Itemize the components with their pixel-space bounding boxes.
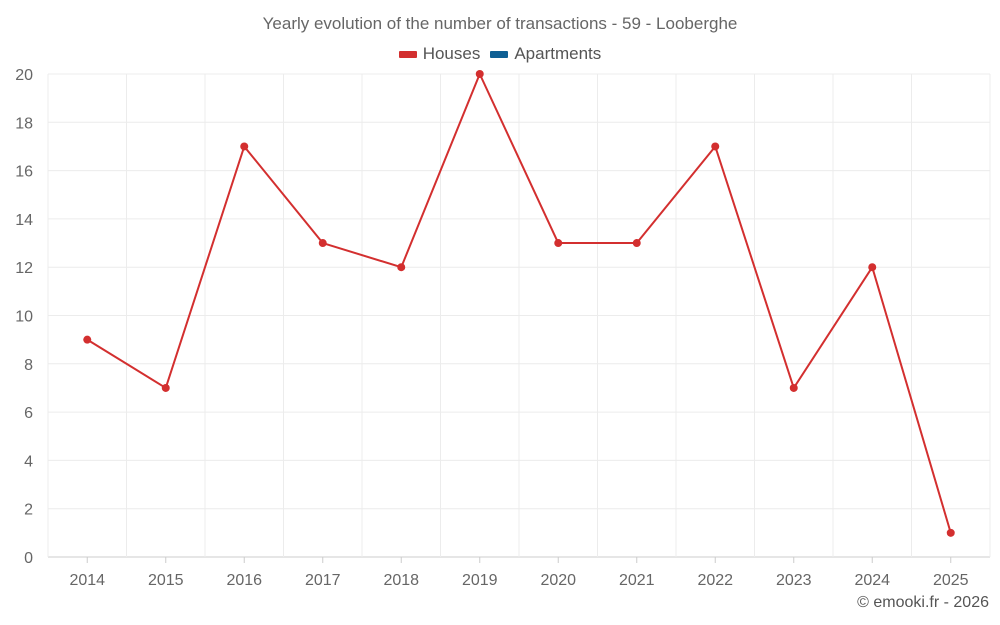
x-tick-label-2014: 2014 bbox=[69, 572, 105, 589]
x-tick-label-2017: 2017 bbox=[305, 572, 341, 589]
x-tick-label-2022: 2022 bbox=[697, 572, 733, 589]
x-tick-label-2021: 2021 bbox=[619, 572, 655, 589]
y-tick-label-6: 6 bbox=[24, 405, 33, 422]
legend-label-apartments: Apartments bbox=[514, 44, 602, 63]
data-point-houses-2018 bbox=[397, 263, 406, 272]
y-tick-label-0: 0 bbox=[24, 550, 33, 567]
series-layer bbox=[83, 70, 955, 537]
credit-text: © emooki.fr - 2026 bbox=[857, 594, 989, 611]
y-tick-label-2: 2 bbox=[24, 502, 33, 519]
data-point-houses-2024 bbox=[868, 263, 877, 272]
legend: Houses Apartments bbox=[0, 44, 1000, 64]
y-tick-label-8: 8 bbox=[24, 357, 33, 374]
data-point-houses-2015 bbox=[161, 383, 170, 392]
legend-label-houses: Houses bbox=[422, 44, 481, 63]
data-point-houses-2019 bbox=[475, 70, 484, 78]
y-tick-label-18: 18 bbox=[15, 115, 33, 132]
y-tick-label-20: 20 bbox=[15, 67, 33, 84]
data-point-houses-2020 bbox=[554, 239, 563, 248]
data-point-houses-2016 bbox=[240, 142, 249, 151]
legend-swatch-houses bbox=[398, 50, 417, 58]
data-point-houses-2025 bbox=[946, 528, 955, 537]
y-tick-label-14: 14 bbox=[15, 212, 33, 229]
y-tick-label-12: 12 bbox=[15, 260, 33, 277]
data-point-houses-2023 bbox=[789, 383, 798, 392]
data-point-houses-2022 bbox=[711, 142, 720, 151]
x-tick-label-2025: 2025 bbox=[933, 572, 969, 589]
series-line-houses bbox=[86, 73, 952, 534]
chart-title: Yearly evolution of the number of transa… bbox=[262, 14, 738, 33]
x-tick-label-2020: 2020 bbox=[540, 572, 576, 589]
x-tick-label-2023: 2023 bbox=[776, 572, 812, 589]
y-tick-label-10: 10 bbox=[15, 309, 33, 326]
grid-lines bbox=[47, 73, 991, 558]
x-tick-label-2015: 2015 bbox=[148, 572, 184, 589]
data-point-houses-2017 bbox=[318, 239, 327, 248]
x-tick-label-2024: 2024 bbox=[854, 572, 890, 589]
data-point-houses-2021 bbox=[632, 239, 641, 248]
y-tick-label-16: 16 bbox=[15, 164, 33, 181]
x-tick-label-2019: 2019 bbox=[462, 572, 498, 589]
x-tick-label-2018: 2018 bbox=[383, 572, 419, 589]
x-tick-label-2016: 2016 bbox=[226, 572, 262, 589]
legend-swatch-apartments bbox=[490, 50, 509, 58]
y-tick-label-4: 4 bbox=[24, 453, 33, 470]
legend-item-houses[interactable]: Houses bbox=[398, 44, 481, 64]
data-point-houses-2014 bbox=[83, 335, 92, 344]
legend-item-apartments[interactable]: Apartments bbox=[490, 44, 601, 64]
axes: 0 2 4 6 8 10 12 14 16 18 20 2014 2015 2016 2017 2018 201… bbox=[15, 67, 968, 589]
